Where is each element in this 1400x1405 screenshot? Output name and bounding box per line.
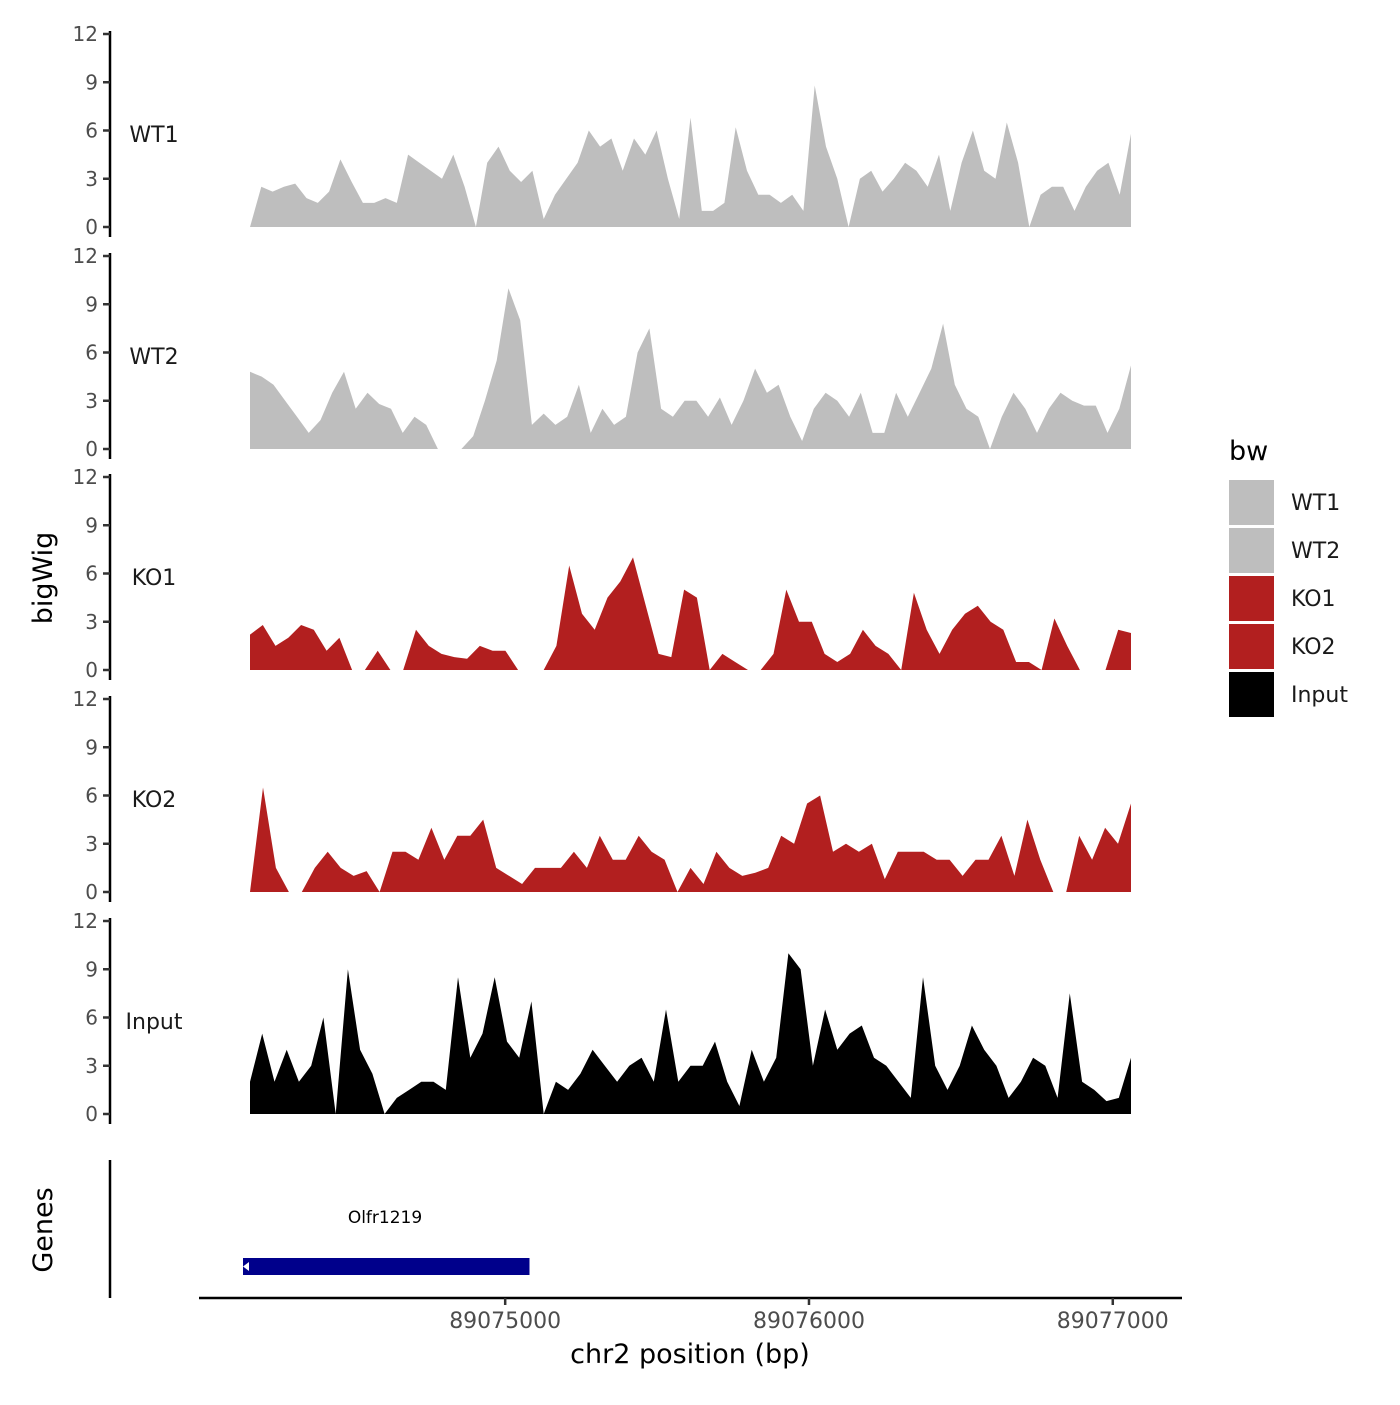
y-tick-label: 9 [85, 70, 98, 94]
y-tick-label: 9 [85, 513, 98, 537]
y-tick-label: 3 [85, 610, 98, 634]
y-tick-label: 0 [85, 437, 98, 461]
y-tick-label: 0 [85, 880, 98, 904]
y-tick-label: 12 [73, 22, 98, 46]
track-label: WT2 [129, 345, 178, 370]
legend-key-ko2 [1229, 624, 1274, 669]
y-tick-label: 0 [85, 1102, 98, 1126]
legend-label: WT1 [1291, 491, 1340, 516]
track-label: Input [126, 1010, 183, 1035]
y-tick-label: 9 [85, 957, 98, 981]
gene-track: Olfr1219 [108, 1160, 530, 1298]
x-tick-label: 89077000 [1057, 1309, 1169, 1334]
legend-key-wt1 [1229, 480, 1274, 525]
track-input: 0 3 6 9 12 Input [73, 909, 1131, 1126]
y-tick-label: 9 [85, 735, 98, 759]
legend-label: KO1 [1291, 587, 1336, 612]
y-tick-label: 0 [85, 658, 98, 682]
gene-bar [243, 1258, 530, 1275]
area-wt2 [250, 288, 1131, 449]
track-ko2: 0 3 6 9 12 KO2 [73, 687, 1131, 904]
y-tick-label: 12 [73, 465, 98, 489]
track-ko1: 0 3 6 9 12 KO1 [73, 465, 1131, 682]
area-input [250, 953, 1131, 1114]
x-axis: 89075000 89076000 89077000 [199, 1296, 1182, 1334]
y-tick-label: 3 [85, 389, 98, 413]
legend: WT1 WT2 KO1 KO2 Input [1229, 480, 1348, 717]
legend-title: bw [1229, 436, 1268, 467]
tracks-layer: 0 3 6 9 12 WT1 0 3 6 9 12 WT2 0 3 6 9 12 KO1 0 3 6 9 12 KO2 0 3 6 9… [73, 22, 1131, 1126]
y-axis-title: bigWig [28, 532, 59, 625]
y-tick-label: 6 [85, 1006, 98, 1030]
legend-label: KO2 [1291, 635, 1336, 660]
gene-label: Olfr1219 [348, 1208, 422, 1228]
y-tick-label: 3 [85, 832, 98, 856]
y-tick-label: 12 [73, 244, 98, 268]
legend-key-wt2 [1229, 528, 1274, 573]
gene-track-title: Genes [28, 1187, 59, 1272]
legend-key-input [1229, 672, 1274, 717]
y-tick-label: 6 [85, 119, 98, 143]
y-tick-label: 6 [85, 784, 98, 808]
area-ko2 [250, 787, 1131, 892]
y-tick-label: 6 [85, 562, 98, 586]
track-wt1: 0 3 6 9 12 WT1 [73, 22, 1131, 239]
area-wt1 [250, 85, 1131, 227]
y-tick-label: 3 [85, 1054, 98, 1078]
x-tick-label: 89076000 [753, 1309, 865, 1334]
legend-label: Input [1291, 683, 1348, 708]
y-tick-label: 12 [73, 909, 98, 933]
x-tick-label: 89075000 [449, 1309, 561, 1334]
track-label: WT1 [129, 123, 178, 148]
track-wt2: 0 3 6 9 12 WT2 [73, 244, 1131, 461]
y-tick-label: 12 [73, 687, 98, 711]
track-label: KO2 [132, 788, 177, 813]
strand-arrow-icon [243, 1262, 249, 1271]
track-label: KO1 [132, 566, 177, 591]
y-tick-label: 3 [85, 167, 98, 191]
y-tick-label: 6 [85, 341, 98, 365]
y-tick-label: 9 [85, 292, 98, 316]
y-tick-label: 0 [85, 215, 98, 239]
x-axis-title: chr2 position (bp) [570, 1339, 810, 1370]
area-ko1 [250, 557, 1131, 670]
legend-label: WT2 [1291, 539, 1340, 564]
legend-key-ko1 [1229, 576, 1274, 621]
